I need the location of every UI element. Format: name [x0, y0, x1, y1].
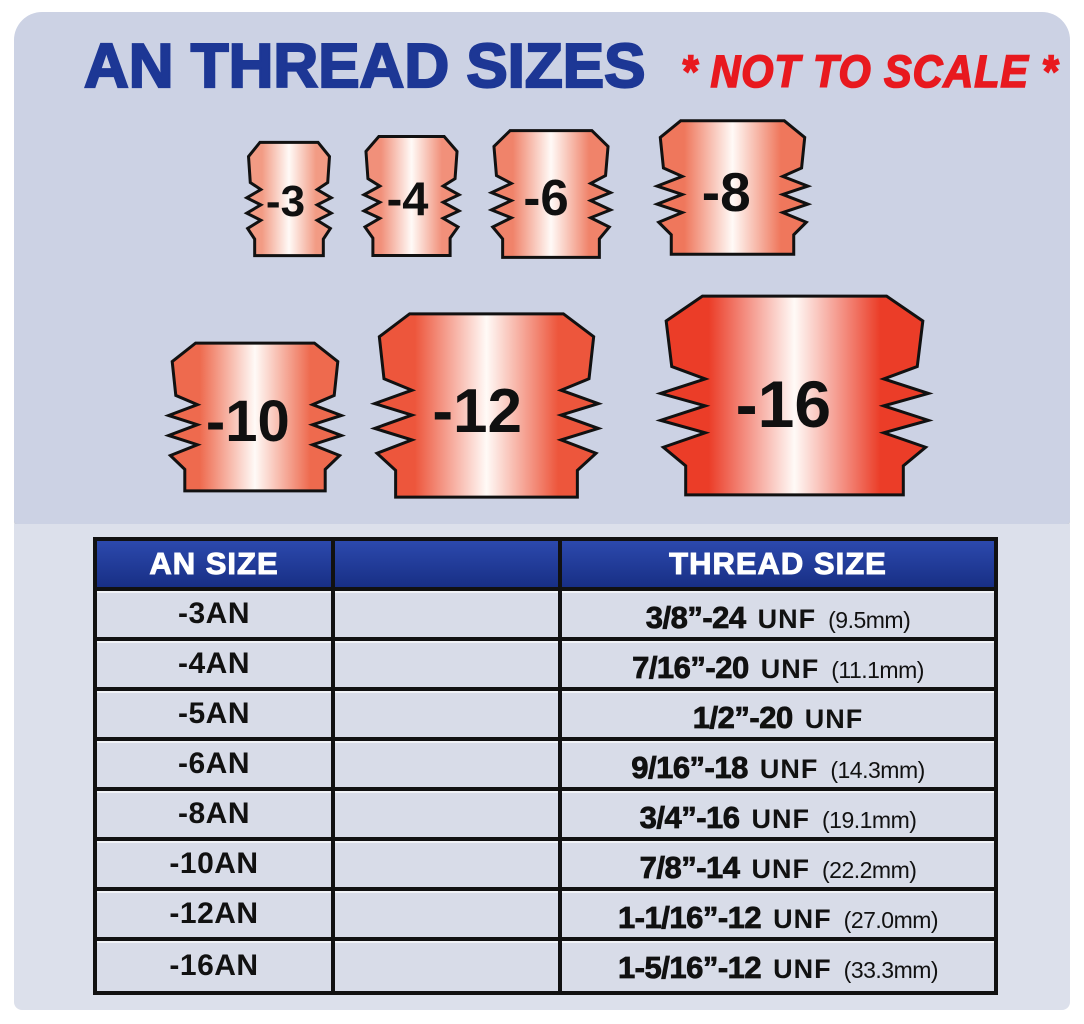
fitting-6: -6	[489, 128, 613, 260]
thread-size-cell: 1-5/16”-12 UNF (33.3mm)	[562, 941, 994, 991]
an-size-cell: -12AN	[97, 891, 335, 941]
thread-standard: UNF	[773, 954, 832, 984]
thread-size-cell: 3/4”-16 UNF (19.1mm)	[562, 791, 994, 841]
thread-size: 3/8”-24	[645, 600, 746, 636]
thread-mm: (19.1mm)	[822, 807, 917, 833]
thread-standard: UNF	[760, 654, 820, 684]
an-size-cell: -5AN	[97, 691, 335, 741]
fitting-label: -3	[265, 176, 306, 226]
spacer-cell	[335, 591, 562, 641]
thread-size: 1/2”-20	[692, 700, 793, 736]
header-thread-size: THREAD SIZE	[562, 541, 994, 591]
spacer-cell	[335, 941, 562, 991]
thread-standard: UNF	[751, 854, 810, 884]
an-fitting-icon	[654, 118, 811, 257]
an-size-cell: -16AN	[97, 941, 335, 991]
thread-size: 7/16”-20	[632, 650, 750, 686]
thread-standard: UNF	[773, 904, 832, 934]
header-spacer	[335, 541, 562, 591]
an-fitting-icon	[370, 310, 603, 501]
spacer-cell	[335, 691, 562, 741]
fitting-8: -8	[654, 118, 811, 257]
fitting-label: -16	[735, 366, 832, 441]
an-thread-table: AN SIZE THREAD SIZE -3AN 3/8”-24 UNF (9.…	[93, 537, 998, 995]
thread-size: 7/8”-14	[639, 850, 740, 886]
title-row: AN THREAD SIZES * NOT TO SCALE *	[83, 32, 1084, 101]
spacer-cell	[335, 841, 562, 891]
an-size-cell: -3AN	[97, 591, 335, 641]
spacer-cell	[335, 791, 562, 841]
fitting-label: -6	[523, 169, 569, 227]
thread-size: 3/4”-16	[639, 800, 740, 836]
fitting-3: -3	[245, 140, 333, 258]
an-size-cell: -10AN	[97, 841, 335, 891]
thread-mm: (27.0mm)	[843, 907, 939, 933]
thread-mm: (11.1mm)	[831, 657, 924, 683]
thread-size-cell: 7/16”-20 UNF (11.1mm)	[562, 641, 994, 691]
spacer-cell	[335, 891, 562, 941]
page-title: AN THREAD SIZES	[83, 32, 647, 101]
thread-size-cell: 1-1/16”-12 UNF (27.0mm)	[562, 891, 994, 941]
thread-mm: (14.3mm)	[830, 757, 925, 783]
an-size-cell: -8AN	[97, 791, 335, 841]
thread-standard: UNF	[759, 754, 819, 784]
not-to-scale-note: * NOT TO SCALE *	[681, 45, 1059, 98]
thread-size: 1-1/16”-12	[617, 900, 763, 936]
fitting-16: -16	[655, 292, 934, 499]
thread-mm: (9.5mm)	[828, 607, 911, 633]
spacer-cell	[335, 641, 562, 691]
fitting-12: -12	[370, 310, 603, 501]
thread-standard: UNF	[804, 704, 864, 734]
thread-mm: (33.3mm)	[843, 957, 939, 983]
fitting-label: -12	[432, 377, 522, 447]
thread-size-cell: 3/8”-24 UNF (9.5mm)	[562, 591, 994, 641]
an-fitting-icon	[655, 292, 934, 499]
an-fitting-icon	[165, 340, 345, 494]
an-fitting-icon	[489, 128, 613, 260]
fitting-4: -4	[362, 134, 461, 258]
thread-size: 9/16”-18	[631, 750, 749, 786]
thread-standard: UNF	[751, 804, 810, 834]
spacer-cell	[335, 741, 562, 791]
fitting-label: -10	[205, 389, 290, 455]
an-size-cell: -4AN	[97, 641, 335, 691]
an-fitting-icon	[362, 134, 461, 258]
fitting-10: -10	[165, 340, 345, 494]
header-an-size: AN SIZE	[97, 541, 335, 591]
thread-size: 1-5/16”-12	[617, 950, 763, 986]
thread-standard: UNF	[757, 604, 817, 634]
thread-size-cell: 7/8”-14 UNF (22.2mm)	[562, 841, 994, 891]
fitting-label: -4	[386, 172, 429, 226]
thread-mm: (22.2mm)	[822, 857, 917, 883]
an-fitting-icon	[245, 140, 333, 258]
thread-size-cell: 1/2”-20 UNF	[562, 691, 994, 741]
thread-size-cell: 9/16”-18 UNF (14.3mm)	[562, 741, 994, 791]
fitting-label: -8	[701, 160, 751, 223]
an-size-cell: -6AN	[97, 741, 335, 791]
